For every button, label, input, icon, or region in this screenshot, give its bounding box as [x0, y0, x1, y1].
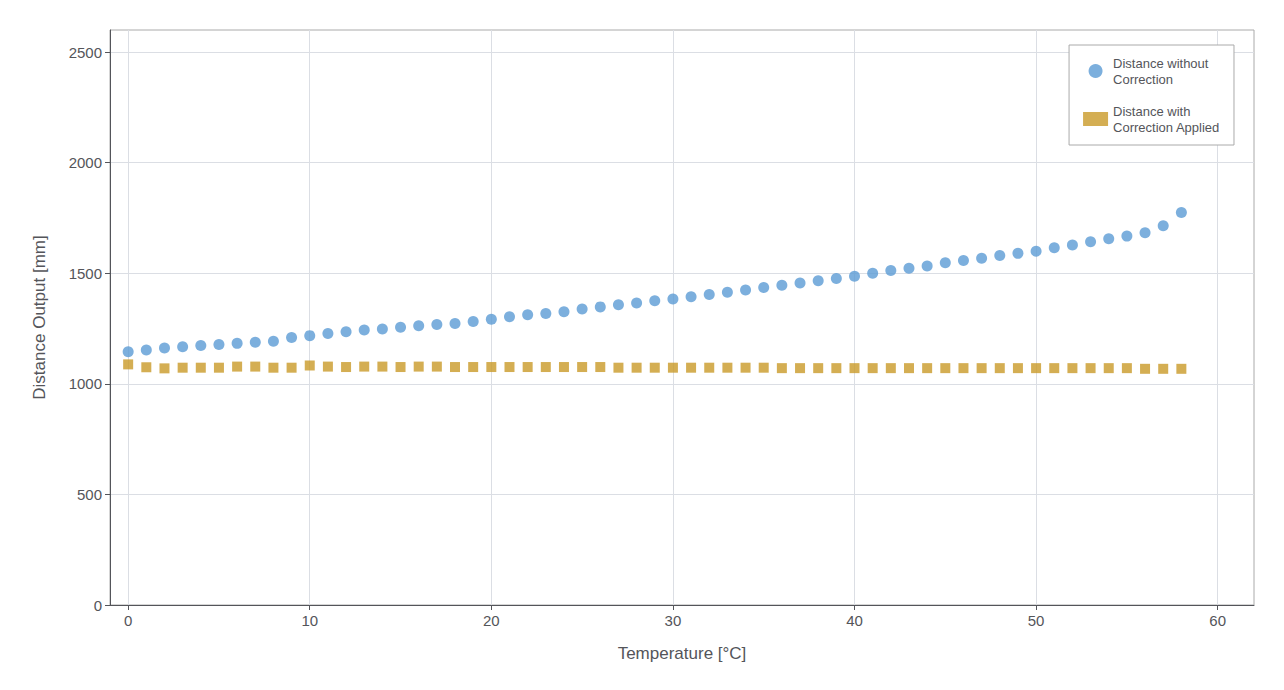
svg-text:Distance with: Distance with — [1113, 104, 1190, 119]
svg-text:Distance without: Distance without — [1113, 56, 1209, 71]
svg-text:40: 40 — [846, 612, 863, 629]
svg-text:1500: 1500 — [69, 265, 102, 282]
svg-text:Correction Applied: Correction Applied — [1113, 120, 1219, 135]
svg-text:1000: 1000 — [69, 375, 102, 392]
svg-text:2500: 2500 — [69, 44, 102, 61]
svg-text:60: 60 — [1209, 612, 1226, 629]
svg-text:Correction: Correction — [1113, 72, 1173, 87]
svg-text:50: 50 — [1028, 612, 1045, 629]
svg-text:Temperature [°C]: Temperature [°C] — [618, 644, 747, 663]
svg-text:Distance Output [mm]: Distance Output [mm] — [30, 235, 49, 399]
svg-text:0: 0 — [124, 612, 132, 629]
svg-text:30: 30 — [665, 612, 682, 629]
svg-text:20: 20 — [483, 612, 500, 629]
svg-text:500: 500 — [77, 486, 102, 503]
svg-text:0: 0 — [94, 597, 102, 614]
svg-text:10: 10 — [301, 612, 318, 629]
svg-text:2000: 2000 — [69, 154, 102, 171]
